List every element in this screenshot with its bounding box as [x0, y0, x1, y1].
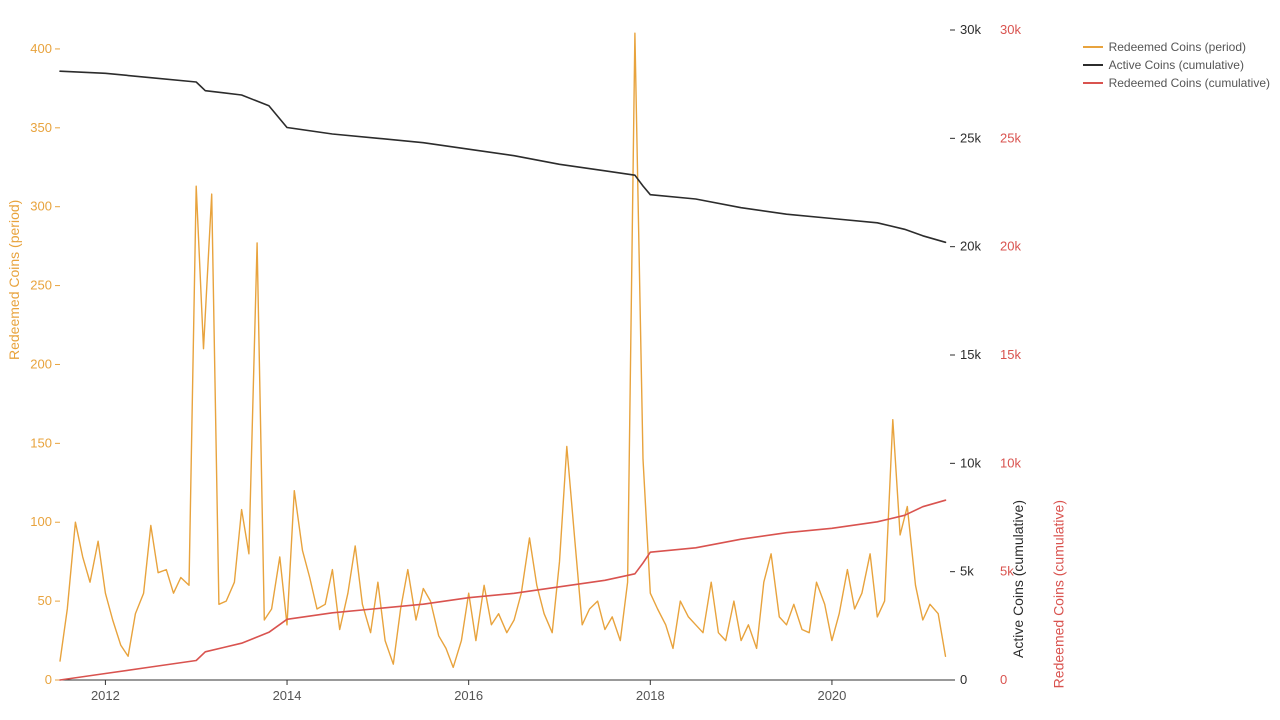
legend-label: Redeemed Coins (period) [1109, 40, 1246, 54]
y-left-tick-label: 0 [45, 672, 52, 687]
y-right2-tick-label: 30k [1000, 22, 1021, 37]
legend-item[interactable]: Active Coins (cumulative) [1083, 58, 1270, 72]
legend: Redeemed Coins (period) Active Coins (cum… [1083, 40, 1270, 94]
legend-label: Active Coins (cumulative) [1109, 58, 1244, 72]
legend-swatch [1083, 46, 1103, 48]
legend-swatch [1083, 82, 1103, 84]
legend-label: Redeemed Coins (cumulative) [1109, 76, 1270, 90]
y-right1-tick-label: 5k [960, 564, 974, 579]
y-left-tick-label: 350 [30, 120, 52, 135]
y-left-axis-label: Redeemed Coins (period) [6, 200, 22, 360]
x-tick-label: 2020 [817, 688, 846, 703]
series-redeemed-period [60, 33, 946, 667]
y-right2-axis-label: Redeemed Coins (cumulative) [1050, 500, 1066, 688]
legend-item[interactable]: Redeemed Coins (cumulative) [1083, 76, 1270, 90]
y-right1-tick-label: 25k [960, 130, 981, 145]
y-right2-tick-label: 25k [1000, 130, 1021, 145]
x-tick-label: 2016 [454, 688, 483, 703]
x-tick-label: 2012 [91, 688, 120, 703]
y-right1-tick-label: 0 [960, 672, 967, 687]
series-active-cumulative [60, 71, 946, 242]
y-right1-tick-label: 30k [960, 22, 981, 37]
series-redeemed-cumulative [60, 500, 946, 680]
y-right1-tick-label: 10k [960, 455, 981, 470]
chart-container: 2012 2014 2016 2018 2020 0 50 100 150 200 250 300 35… [0, 0, 1280, 720]
y-right2-tick-label: 15k [1000, 347, 1021, 362]
x-tick-label: 2018 [636, 688, 665, 703]
y-right2-tick-label: 0 [1000, 672, 1007, 687]
y-right2-tick-label: 20k [1000, 239, 1021, 254]
y-left-tick-label: 100 [30, 514, 52, 529]
y-left-tick-label: 250 [30, 278, 52, 293]
y-right1-tick-label: 20k [960, 239, 981, 254]
y-left-tick-label: 200 [30, 356, 52, 371]
x-tick-label: 2014 [273, 688, 302, 703]
y-left-tick-label: 300 [30, 199, 52, 214]
y-right1-axis-label: Active Coins (cumulative) [1010, 500, 1026, 658]
y-left-tick-label: 50 [38, 593, 52, 608]
y-left-tick-label: 150 [30, 435, 52, 450]
y-right1-tick-label: 15k [960, 347, 981, 362]
y-right2-tick-label: 10k [1000, 455, 1021, 470]
chart-svg: 2012 2014 2016 2018 2020 0 50 100 150 200 250 300 35… [0, 0, 1280, 720]
legend-swatch [1083, 64, 1103, 66]
y-left-tick-label: 400 [30, 41, 52, 56]
legend-item[interactable]: Redeemed Coins (period) [1083, 40, 1270, 54]
